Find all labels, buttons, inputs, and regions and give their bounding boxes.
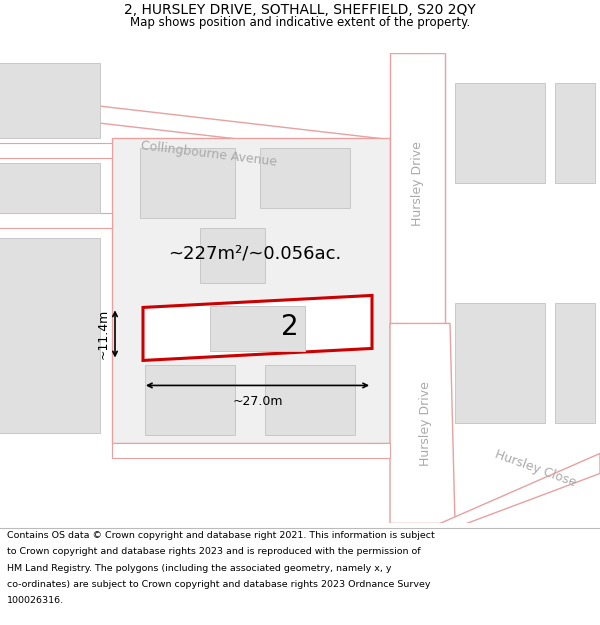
- Text: 2: 2: [281, 314, 299, 341]
- Text: Hursley Drive: Hursley Drive: [419, 381, 431, 466]
- Text: Collingbourne Avenue: Collingbourne Avenue: [140, 139, 278, 168]
- Text: Hursley Close: Hursley Close: [493, 448, 577, 489]
- Polygon shape: [112, 138, 390, 444]
- Polygon shape: [390, 53, 445, 329]
- Text: Hursley Drive: Hursley Drive: [412, 141, 425, 226]
- Polygon shape: [143, 296, 372, 361]
- Bar: [555, 83, 595, 184]
- Bar: [455, 303, 545, 424]
- Bar: [260, 148, 350, 209]
- Bar: [455, 83, 545, 184]
- Bar: [210, 306, 305, 351]
- Polygon shape: [0, 213, 112, 228]
- Bar: [0, 238, 100, 434]
- Text: ~227m²/~0.056ac.: ~227m²/~0.056ac.: [169, 244, 341, 262]
- Polygon shape: [390, 324, 455, 523]
- Text: ~11.4m: ~11.4m: [97, 309, 110, 359]
- Polygon shape: [440, 453, 600, 533]
- Text: Contains OS data © Crown copyright and database right 2021. This information is : Contains OS data © Crown copyright and d…: [7, 531, 435, 540]
- Bar: [265, 366, 355, 436]
- Text: ~27.0m: ~27.0m: [232, 396, 283, 409]
- Polygon shape: [0, 93, 380, 156]
- Bar: [0, 163, 100, 213]
- Bar: [555, 303, 595, 424]
- Text: to Crown copyright and database rights 2023 and is reproduced with the permissio: to Crown copyright and database rights 2…: [7, 548, 421, 556]
- Bar: [0, 63, 100, 138]
- Bar: [200, 228, 265, 284]
- Bar: [140, 148, 235, 218]
- Polygon shape: [0, 143, 112, 158]
- Text: Map shows position and indicative extent of the property.: Map shows position and indicative extent…: [130, 16, 470, 29]
- Polygon shape: [112, 444, 390, 458]
- Text: HM Land Registry. The polygons (including the associated geometry, namely x, y: HM Land Registry. The polygons (includin…: [7, 564, 392, 572]
- Text: 100026316.: 100026316.: [7, 596, 64, 605]
- Bar: [145, 366, 235, 436]
- Text: 2, HURSLEY DRIVE, SOTHALL, SHEFFIELD, S20 2QY: 2, HURSLEY DRIVE, SOTHALL, SHEFFIELD, S2…: [124, 3, 476, 17]
- Text: co-ordinates) are subject to Crown copyright and database rights 2023 Ordnance S: co-ordinates) are subject to Crown copyr…: [7, 580, 431, 589]
